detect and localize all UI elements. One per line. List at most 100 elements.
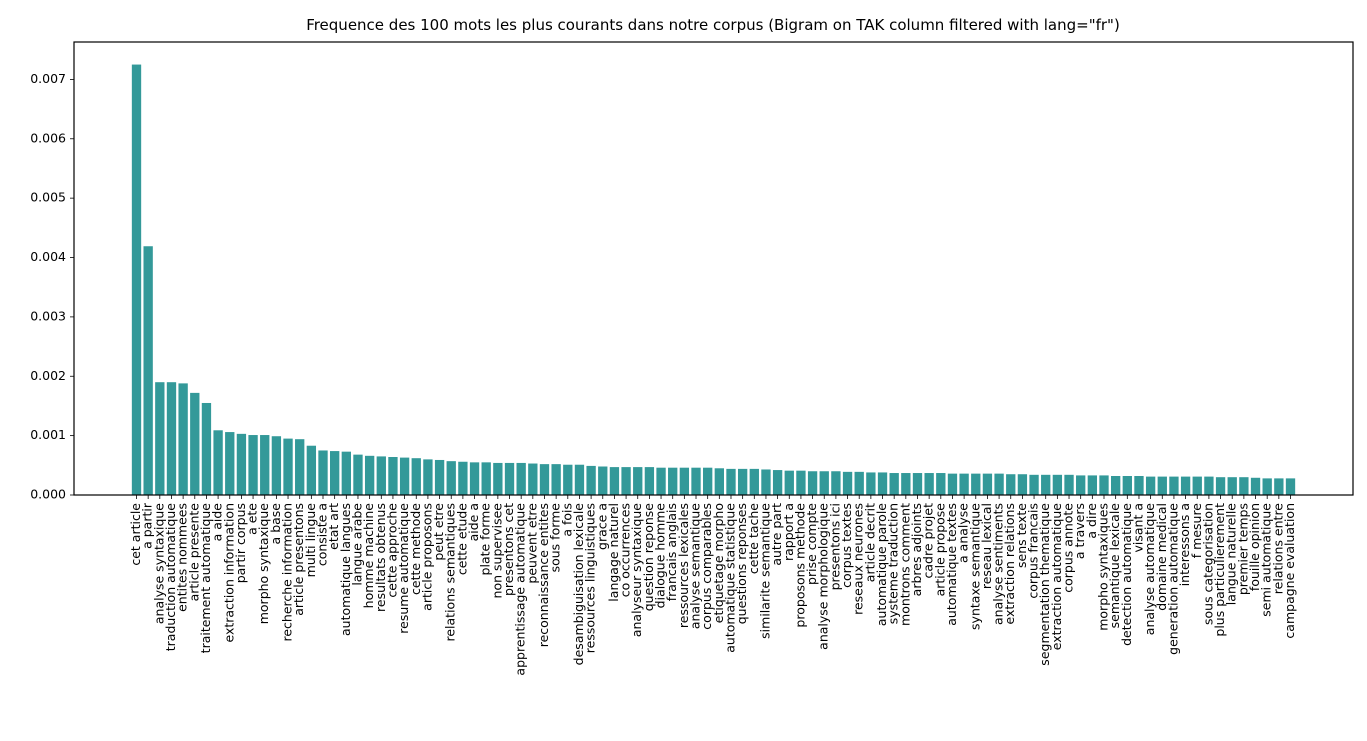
x-tick-label: sous forme [548,503,563,573]
x-tick-label: corpus textes [839,503,854,588]
x-tick-label: article propose [932,503,947,597]
x-tick-label: article presentons [291,503,306,616]
x-tick-label: visant a [1130,503,1145,553]
x-tick-label: article proposons [419,503,434,611]
x-tick-label: automatique langues [338,503,353,636]
bars-group [131,64,1296,495]
bar [318,450,328,495]
x-tick-label: a travers [1072,503,1087,559]
bar [994,473,1004,495]
x-tick-label: questions reponses [734,503,749,624]
x-tick-label: prise compte [804,503,819,585]
bar [1262,478,1272,495]
x-tick-label: multi lingue [303,503,318,578]
x-tick-label: f mesure [1189,503,1204,559]
bar [271,436,282,495]
x-tick-label: automatique parole [874,503,889,626]
bar [283,438,293,495]
bar [155,382,165,495]
bar [213,430,223,495]
x-tick-label: relations entre [1270,503,1285,594]
x-tick-label: rapport a [781,503,796,561]
x-tick-label: systeme traduction [886,503,901,624]
x-tick-label: analyse sentiments [991,503,1006,625]
bar [166,382,177,495]
x-tick-label: domaine medical [1154,503,1169,611]
bar [889,473,899,495]
bar [1215,477,1226,495]
bar [248,435,258,495]
bar [971,473,981,495]
bar [458,461,468,495]
x-tick-label: peuvent etre [524,503,539,584]
bar [306,445,317,495]
x-tick-label: analyse automatique [1142,503,1157,635]
chart-title: Frequence des 100 mots les plus courants… [306,16,1120,34]
y-tick-label: 0.003 [30,308,66,323]
bar [1041,474,1051,495]
x-tick-label: a fois [559,503,574,537]
x-tick-label: plate forme [478,503,493,576]
x-tick-label: aide a [466,503,481,541]
x-tick-label: corpus annote [1061,503,1076,593]
x-tick-label: relations semantiques [443,503,458,642]
bar [225,432,235,495]
bar [131,64,142,495]
bar [1017,474,1028,495]
bar [563,464,573,495]
bar [644,467,655,495]
x-tick-label: traduction automatique [163,503,178,652]
bar [539,464,550,495]
x-tick-label: montrons comment [897,503,912,626]
x-tick-label: syntaxe semantique [967,503,982,630]
x-tick-label: cette etude [454,503,469,575]
x-tick-label: presentons cet [501,503,516,596]
bar [1285,478,1296,495]
bar [912,473,923,495]
x-tick-label: extraction automatique [1049,503,1064,651]
bar [772,470,783,495]
bar [446,461,456,495]
x-tick-label: analyse morphologique [816,503,831,650]
bar [959,473,969,495]
x-tick-label: resultats obtenus [373,503,388,612]
x-tick-label: detection automatique [1119,503,1134,646]
bar [504,462,515,495]
bar [411,458,421,495]
x-tick-label: francais anglais [664,503,679,601]
bar [1110,476,1121,495]
bar [679,467,690,495]
x-tick-label: analyse syntaxique [151,503,166,624]
bar [749,468,759,495]
bar [831,471,841,495]
bar [295,439,305,495]
y-tick-label: 0.007 [30,71,66,86]
bar [190,392,200,495]
x-tick-label: premier temps [1235,503,1250,595]
x-tick-label: recherche information [280,503,295,642]
bar [516,462,526,495]
bar [1087,475,1098,495]
bar [761,469,771,495]
y-tick-label: 0.002 [30,368,66,383]
x-tick-label: grace a [594,503,609,550]
bar [842,471,853,495]
x-tick-label: cette tache [746,503,761,574]
bar [796,470,806,495]
plot-frame [73,41,1354,496]
bar [982,473,993,495]
y-tick-label: 0.006 [30,130,66,145]
x-tick-label: article presente [186,503,201,602]
bar [1274,478,1284,495]
x-tick-label: sous categorisation [1200,503,1215,625]
bar [353,454,363,495]
bar [714,468,724,495]
x-tick-label: dialogue homme [653,503,668,609]
bar [1157,476,1167,495]
x-tick-label: automatique statistique [722,503,737,653]
bar [399,457,410,495]
bar [656,467,666,495]
x-tick-label: plus particulierement [1212,503,1227,637]
x-tick-label: sens texte [1014,503,1029,568]
